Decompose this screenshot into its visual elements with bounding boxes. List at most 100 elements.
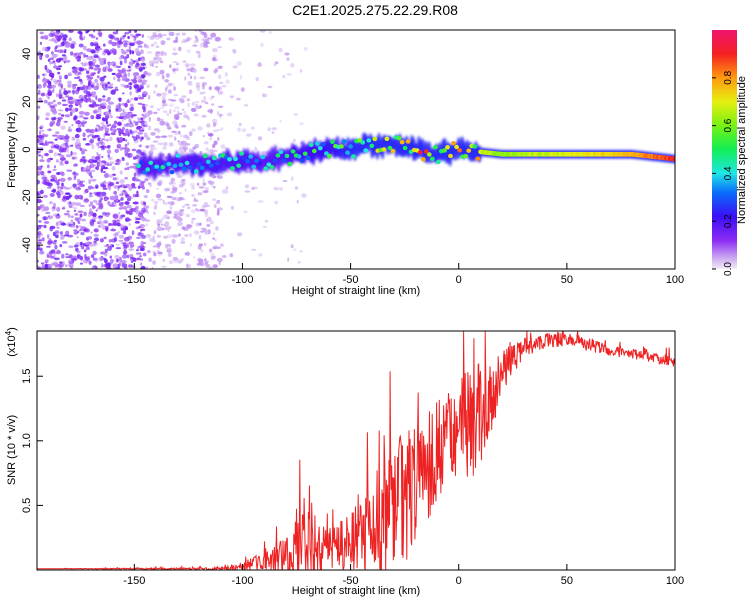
spectrogram-noise-speck [217,65,223,69]
spectrogram-noise-speck [127,72,131,77]
spectrogram-noise-speck [107,68,113,72]
spectrogram-noise-speck [124,102,128,108]
spectrogram-ridge-cell [187,165,193,170]
spectrogram-noise-speck [54,175,57,180]
spectrogram-noise-speck [127,65,131,69]
spectrogram-noise-speck [101,147,105,151]
spectrogram-noise-speck [52,168,57,171]
spectrogram-ridge-cell [181,166,187,171]
snr-x-label: Height of straight line (km) [292,585,420,597]
spectrogram-noise-speck [37,224,42,230]
spectrogram-noise-speck [167,134,174,138]
spectrogram-noise-speck [161,100,166,104]
spectrogram-noise-speck [102,166,109,170]
spectrogram-noise-speck [99,81,105,87]
spectrogram-noise-speck [262,225,267,228]
spectrogram-noise-speck [157,142,164,146]
spectrogram-noise-speck [85,30,89,34]
spectrogram-noise-speck [55,41,58,44]
spectrogram-noise-speck [57,153,62,156]
snr-scale-label: (x104) [4,327,18,357]
spectrogram-noise-speck [123,56,128,60]
spectrogram-noise-speck [88,260,92,265]
spectrogram-noise-speck [203,141,209,145]
spectrogram-noise-speck [231,205,234,210]
spectrogram-noise-speck [83,211,87,217]
spectrogram-noise-speck [75,100,82,105]
spectrogram-noise-speck [121,78,127,81]
spectrogram-noise-speck [40,262,45,265]
spectrogram-ridge-cell [215,161,220,166]
spectrogram-noise-speck [126,84,130,88]
spectrogram-noise-speck [163,214,169,219]
spectrogram-noise-speck [41,154,44,159]
spectrogram-noise-speck [169,83,175,86]
spectrogram-noise-speck [199,91,204,95]
spectrogram-noise-speck [195,222,200,227]
spectrogram-noise-speck [146,234,152,238]
spectrogram-ridge-cell [399,140,405,145]
spectrogram-noise-speck [57,82,63,87]
spectrogram-noise-speck [153,212,156,215]
spectrogram-noise-speck [173,94,178,97]
spectrogram-noise-speck [63,234,70,237]
spectrogram-noise-speck [136,217,141,221]
spectrogram-noise-speck [140,241,145,246]
spectrogram-noise-speck [90,175,93,179]
spectrogram-ridge-cell [302,151,308,156]
spectrogram-noise-speck [93,44,99,47]
spectrogram-noise-speck [67,176,72,181]
spectrogram-noise-speck [187,102,190,108]
spectrogram-ridge-cell [196,162,202,167]
spectrogram-noise-speck [180,237,185,242]
spectrogram-noise-speck [115,258,119,263]
spectrogram-noise-speck [64,114,71,118]
spectrogram-ridge-cell [454,144,459,150]
spectrogram-noise-speck [80,36,83,41]
spectrogram-ridge-cell [308,142,314,147]
spectrogram-noise-speck [64,145,70,149]
spectrogram-noise-speck [40,35,46,40]
spectrogram-noise-speck [148,257,152,262]
spectrogram-noise-speck [137,245,140,250]
spectrogram-noise-speck [94,109,98,114]
spectrogram-noise-speck [118,97,122,103]
spectrogram-noise-speck [93,164,96,167]
spectrogram-noise-speck [110,115,113,119]
spectrogram-noise-speck [142,91,148,97]
spectrogram-noise-speck [45,141,49,146]
spectrogram-noise-speck [100,222,104,226]
spectrogram-noise-speck [39,55,43,61]
spectrogram-noise-speck [144,112,151,118]
spectrogram-noise-speck [179,133,183,138]
spectrogram-noise-speck [147,175,152,181]
spectrogram-ridge-cell [348,144,353,149]
spectrogram-noise-speck [42,83,46,88]
spectrogram-noise-speck [224,147,229,151]
spectrogram-noise-speck [129,91,132,96]
spectrogram-noise-speck [90,49,96,54]
spectrogram-noise-speck [70,186,73,189]
spectrogram-ridge-cell [426,152,432,157]
spectrogram-noise-speck [37,135,42,139]
spectrogram-noise-speck [171,130,177,133]
spectrogram-noise-speck [88,179,92,185]
spectrogram-noise-speck [165,79,170,83]
spectrogram-noise-speck [90,55,93,59]
spectrogram-noise-speck [246,170,250,174]
spectrogram-noise-speck [189,148,192,153]
spectrogram-noise-speck [168,247,172,251]
spectrogram-noise-speck [153,230,157,235]
spectrogram-noise-speck [217,136,220,142]
spectrogram-noise-speck [65,264,68,268]
spectrogram-noise-speck [193,40,198,44]
spectrogram-noise-speck [141,103,146,106]
spectrogram-noise-speck [162,102,168,107]
spectrogram-noise-speck [78,111,85,115]
spectrogram-noise-speck [39,140,44,146]
spectrogram-ridge-cell [254,158,260,164]
spectrogram-noise-speck [105,227,109,232]
spectrogram-noise-speck [84,188,89,194]
spectrogram-ridge-cell [384,136,390,141]
spectrogram-noise-speck [104,198,108,201]
